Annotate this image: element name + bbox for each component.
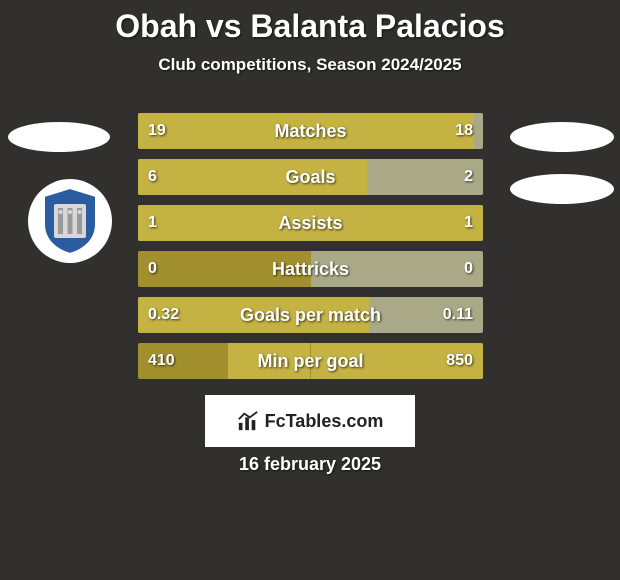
player2-logo-placeholder — [510, 122, 614, 152]
player2-club-placeholder — [510, 174, 614, 204]
bar-bg-right — [311, 251, 484, 287]
stat-row: Assists11 — [138, 205, 483, 241]
bar-fill-left — [228, 343, 311, 379]
bar-fill-left — [138, 159, 311, 195]
player1-logo-placeholder — [8, 122, 110, 152]
stat-row: Matches1918 — [138, 113, 483, 149]
bar-fill-right — [311, 113, 475, 149]
chart-icon — [237, 410, 259, 432]
bar-fill-right — [311, 297, 370, 333]
fctables-brand: FcTables.com — [205, 395, 415, 447]
stat-row: Hattricks00 — [138, 251, 483, 287]
stat-row: Goals62 — [138, 159, 483, 195]
bar-fill-left — [138, 205, 311, 241]
bar-bg-left — [138, 251, 311, 287]
bar-fill-right — [311, 343, 484, 379]
snapshot-date: 16 february 2025 — [0, 454, 620, 475]
comparison-bars: Matches1918 Goals62 Assists11 Hattricks00 Go… — [138, 113, 483, 389]
bar-fill-left — [138, 113, 311, 149]
stat-row: Min per goal410850 — [138, 343, 483, 379]
bar-fill-right — [311, 205, 484, 241]
bar-fill-left — [138, 297, 311, 333]
player1-club-badge — [28, 179, 112, 263]
stat-row: Goals per match0.320.11 — [138, 297, 483, 333]
brand-text: FcTables.com — [265, 411, 384, 432]
page-subtitle: Club competitions, Season 2024/2025 — [0, 55, 620, 75]
bar-fill-right — [311, 159, 368, 195]
page-title: Obah vs Balanta Palacios — [0, 0, 620, 45]
